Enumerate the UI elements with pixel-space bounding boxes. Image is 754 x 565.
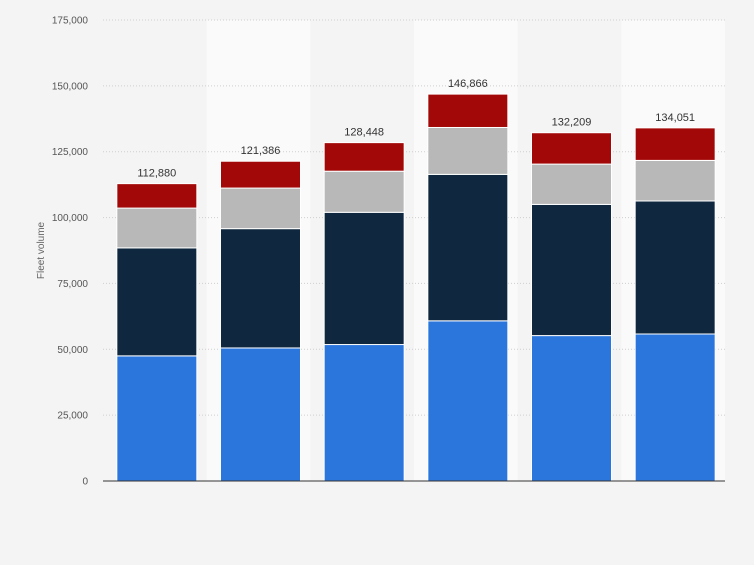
y-tick-label: 100,000 bbox=[52, 213, 89, 224]
y-tick-label: 50,000 bbox=[57, 345, 88, 356]
bar-segment bbox=[427, 173, 509, 322]
bar-segment bbox=[220, 187, 301, 230]
y-tick-label: 150,000 bbox=[52, 81, 89, 92]
bar-segment bbox=[634, 333, 716, 482]
bar-segment bbox=[427, 320, 509, 482]
y-tick-label: 75,000 bbox=[57, 279, 88, 290]
bar-segment bbox=[427, 93, 509, 128]
bar-segment bbox=[531, 203, 612, 337]
bar-segment bbox=[116, 355, 198, 482]
bar-segment bbox=[116, 247, 198, 357]
bar-segment bbox=[323, 211, 405, 346]
bar-segment bbox=[634, 200, 716, 335]
bar-segment bbox=[531, 132, 612, 165]
total-label: 121,386 bbox=[241, 145, 281, 157]
bar-segment bbox=[323, 170, 405, 213]
bar-segment bbox=[116, 183, 198, 209]
y-axis-title: Fleet volume bbox=[36, 221, 47, 279]
bar-segment bbox=[531, 163, 612, 205]
bar-segment bbox=[220, 228, 301, 349]
total-label: 134,051 bbox=[655, 112, 695, 124]
total-labels: 112,880 121,386 128,448 146,866 132,209 134,0… bbox=[137, 78, 695, 180]
y-tick-label: 25,000 bbox=[57, 411, 88, 422]
bar-segment bbox=[634, 159, 716, 202]
y-tick-label: 175,000 bbox=[52, 16, 89, 27]
bar-segment bbox=[531, 335, 612, 482]
bar-segment bbox=[634, 127, 716, 161]
y-tick-label: 125,000 bbox=[52, 147, 89, 158]
total-label: 132,209 bbox=[552, 117, 592, 129]
total-label: 146,866 bbox=[448, 78, 488, 90]
y-tick-label: 0 bbox=[82, 477, 88, 488]
bar-segment bbox=[220, 160, 301, 189]
y-axis-ticks: 0 25,000 50,000 75,000 100,000 125,000 150,000… bbox=[52, 16, 89, 488]
bar-segment bbox=[323, 142, 405, 172]
bar-segment bbox=[116, 207, 198, 249]
total-label: 112,880 bbox=[137, 168, 176, 180]
total-label: 128,448 bbox=[344, 127, 384, 139]
bars bbox=[116, 93, 716, 482]
bar-segment bbox=[427, 126, 509, 175]
bar-segment bbox=[220, 347, 301, 482]
bar-segment bbox=[323, 344, 405, 482]
